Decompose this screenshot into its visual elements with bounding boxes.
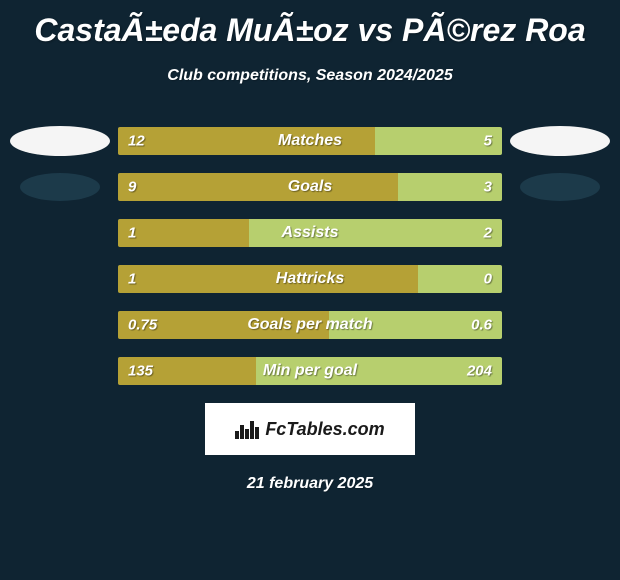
stat-value-right: 3 [484, 179, 492, 196]
comparison-container: CastaÃ±eda MuÃ±oz vs PÃ©rez Roa Club com… [0, 0, 620, 580]
player-avatar-right [510, 126, 610, 156]
stat-label: Goals [288, 178, 332, 196]
stat-value-left: 1 [128, 271, 136, 288]
logo-bar [255, 427, 259, 439]
logo-text: FcTables.com [265, 419, 384, 440]
stat-label: Min per goal [263, 362, 357, 380]
player-avatar-left [10, 126, 110, 156]
stat-bar: 1 2 Assists [118, 219, 502, 247]
bar-left-fill [118, 219, 249, 247]
stats-area: 125Matches93Goals12Assists10Hattricks0.7… [0, 127, 620, 385]
stat-row: 135 204 Min per goal [10, 357, 610, 385]
stat-value-right: 5 [484, 133, 492, 150]
stat-row: 12 5 Matches [10, 127, 610, 155]
stat-value-left: 1 [128, 225, 136, 242]
stat-value-right: 0 [484, 271, 492, 288]
page-subtitle: Club competitions, Season 2024/2025 [0, 67, 620, 85]
avatar-right-slot [510, 126, 610, 156]
stat-bar: 9 3 Goals [118, 173, 502, 201]
stat-label: Goals per match [247, 316, 372, 334]
stat-row: 1 0 Hattricks [10, 265, 610, 293]
stat-bar: 0.75 0.6 Goals per match [118, 311, 502, 339]
logo-bar [245, 429, 249, 439]
stat-label: Assists [282, 224, 339, 242]
barchart-icon [235, 419, 259, 439]
logo-bar [235, 431, 239, 439]
stat-row: 0.75 0.6 Goals per match [10, 311, 610, 339]
stat-bar: 12 5 Matches [118, 127, 502, 155]
avatar-left-slot [10, 126, 110, 156]
player-avatar-right [520, 173, 600, 201]
stat-label: Hattricks [276, 270, 344, 288]
logo-bar [240, 425, 244, 439]
stat-bar: 135 204 Min per goal [118, 357, 502, 385]
avatar-right-slot [510, 173, 610, 201]
bar-left-fill [118, 265, 418, 293]
page-title: CastaÃ±eda MuÃ±oz vs PÃ©rez Roa [0, 0, 620, 49]
logo-bar [250, 421, 254, 439]
stat-value-right: 204 [467, 363, 492, 380]
bar-left-fill [118, 173, 398, 201]
stat-value-right: 0.6 [471, 317, 492, 334]
stat-value-left: 9 [128, 179, 136, 196]
stat-value-left: 0.75 [128, 317, 157, 334]
avatar-left-slot [10, 173, 110, 201]
stat-row: 1 2 Assists [10, 219, 610, 247]
stat-bar: 1 0 Hattricks [118, 265, 502, 293]
stat-value-right: 2 [484, 225, 492, 242]
date-text: 21 february 2025 [0, 475, 620, 493]
stat-value-left: 135 [128, 363, 153, 380]
stat-value-left: 12 [128, 133, 145, 150]
logo-box: FcTables.com [205, 403, 415, 455]
player-avatar-left [20, 173, 100, 201]
stat-label: Matches [278, 132, 342, 150]
stat-row: 9 3 Goals [10, 173, 610, 201]
